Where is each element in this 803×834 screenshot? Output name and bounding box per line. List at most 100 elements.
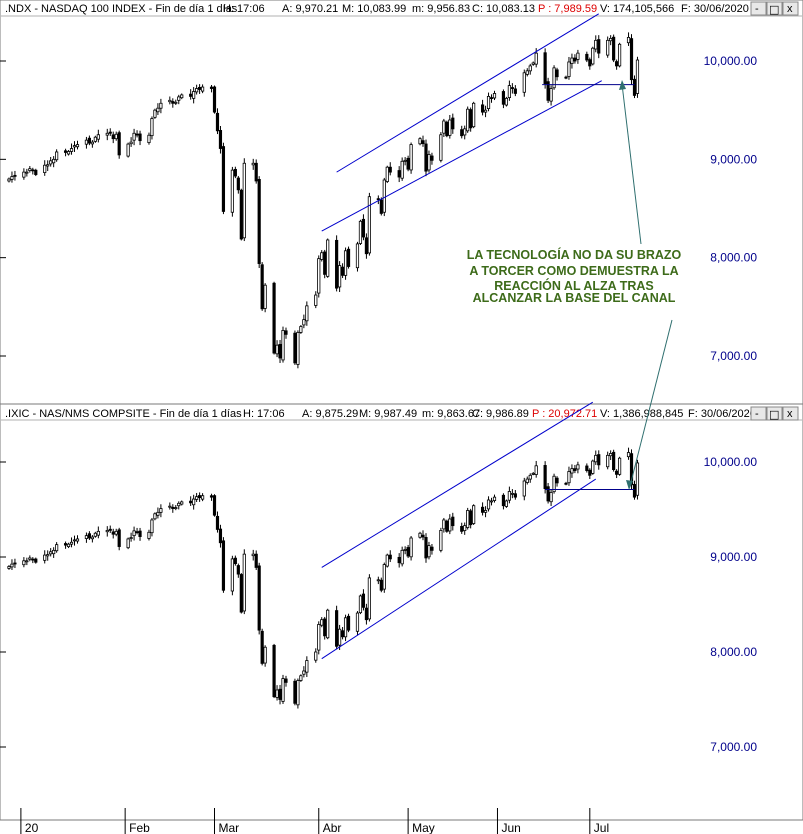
ndx-candle <box>7 177 11 183</box>
ixic-candle <box>43 550 47 564</box>
ixic-candle <box>209 493 214 501</box>
ixic-candle <box>233 555 237 566</box>
ndx-candle <box>126 142 130 158</box>
ixic-candle <box>403 546 407 555</box>
ndx-candle <box>31 167 35 175</box>
ndx-candle <box>10 171 14 183</box>
arrow-head-ndx <box>619 80 626 90</box>
ndx-minimize-icon: - <box>755 3 759 15</box>
ndx-ytick-label: 7,000.00 <box>710 349 757 363</box>
ndx-candle <box>522 69 526 97</box>
ixic-candle <box>507 486 511 504</box>
ndx-candle <box>299 325 303 334</box>
ixic-candle <box>466 507 470 530</box>
ixic-minimize-button[interactable] <box>750 406 767 421</box>
date-tick-label: 20 <box>25 821 39 834</box>
ndx-candle <box>314 291 318 309</box>
ndx-window-controls: - □ x <box>750 1 799 16</box>
ixic-candle <box>430 543 434 555</box>
ndx-candle <box>260 262 264 311</box>
ndx-candle <box>212 85 217 114</box>
ndx-candle <box>323 249 327 279</box>
ndx-candle <box>302 314 306 329</box>
ndx-header-f: F: 30/06/2020 <box>681 3 749 15</box>
ndx-close-button[interactable] <box>782 1 799 16</box>
ndx-candle <box>263 283 267 313</box>
ixic-candle <box>588 468 592 480</box>
date-tick-label: Jun <box>501 821 520 834</box>
ixic-header-f: F: 30/06/2020 <box>688 408 756 420</box>
ndx-candle <box>635 56 640 98</box>
annotation-line-2: A TORCER COMO DEMUESTRA LA <box>469 264 678 278</box>
ndx-candle <box>272 281 276 355</box>
ixic-candle <box>546 482 550 504</box>
ndx-candle <box>343 247 348 280</box>
ndx-candle <box>367 192 371 256</box>
ndx-candle <box>281 326 285 363</box>
ndx-candle <box>564 75 568 80</box>
ndx-candle <box>507 80 511 101</box>
ndx-candle <box>591 46 595 66</box>
ixic-candle <box>317 621 321 655</box>
ndx-candle <box>72 141 77 152</box>
ixic-candle <box>382 562 386 593</box>
ixic-maximize-button[interactable] <box>766 406 783 421</box>
ixic-candle <box>159 504 163 518</box>
ndx-candle <box>492 90 497 101</box>
ixic-candle <box>385 553 389 568</box>
ndx-candle <box>230 166 234 217</box>
ndx-candle <box>49 156 53 167</box>
ixic-candle <box>284 675 288 687</box>
ndx-candle <box>451 113 455 134</box>
ixic-candle <box>84 532 89 543</box>
ndx-candle <box>379 197 383 216</box>
ndx-maximize-button[interactable] <box>766 1 783 16</box>
ndx-candle <box>346 246 351 269</box>
ndx-candle <box>588 57 592 70</box>
ixic-candle <box>504 499 509 508</box>
ixic-header-mlow: m: 9,863.67 <box>422 408 480 420</box>
ixic-candle <box>427 541 431 560</box>
ixic-candle <box>489 497 494 506</box>
ndx-minimize-button[interactable] <box>750 1 767 16</box>
ixic-candle <box>314 648 318 663</box>
ndx-candle <box>528 63 532 75</box>
ndx-candle <box>361 214 366 241</box>
ndx-candle <box>108 128 112 136</box>
ixic-candle <box>31 557 35 564</box>
ndx-close-icon: x <box>787 3 793 15</box>
ixic-candle <box>552 473 556 494</box>
ndx-candle <box>531 61 535 66</box>
ixic-candle <box>174 505 178 511</box>
date-tick-label: Abr <box>323 821 342 834</box>
ixic-candle <box>138 527 142 541</box>
ixic-candle <box>585 463 589 473</box>
ixic-candle <box>168 502 172 510</box>
ixic-candle <box>451 512 455 531</box>
ndx-candle <box>114 131 118 141</box>
ixic-candle <box>528 473 532 483</box>
ixic-candle <box>293 678 297 706</box>
ndx-candle <box>421 135 425 147</box>
ixic-candle <box>278 684 282 705</box>
ixic-candle <box>150 517 154 537</box>
ixic-candle <box>445 519 449 533</box>
ixic-candle <box>171 504 175 513</box>
ixic-channel-lower <box>321 478 597 660</box>
ndx-candle <box>233 166 237 179</box>
ixic-candle <box>364 603 369 625</box>
plot-layer: 7,000.008,000.009,000.0010,000.007,000.0… <box>0 13 757 834</box>
ndx-candle <box>278 339 282 363</box>
ixic-close-button[interactable] <box>782 406 799 421</box>
ndx-candle <box>409 142 413 174</box>
ndx-channel-lower <box>321 80 602 232</box>
ixic-candle <box>46 550 50 561</box>
ndx-candle <box>483 105 488 118</box>
ixic-ytick-label: 7,000.00 <box>710 740 757 754</box>
ndx-candle <box>549 85 553 106</box>
ndx-header-m: M: 10,083.99 <box>342 3 406 15</box>
ndx-maximize-icon: □ <box>769 3 779 16</box>
ixic-candle <box>305 656 309 677</box>
ixic-header-symbol: .IXIC - NAS/NMS COMPSITE - Fin de día 1 … <box>5 408 242 420</box>
ixic-candle <box>129 532 133 542</box>
